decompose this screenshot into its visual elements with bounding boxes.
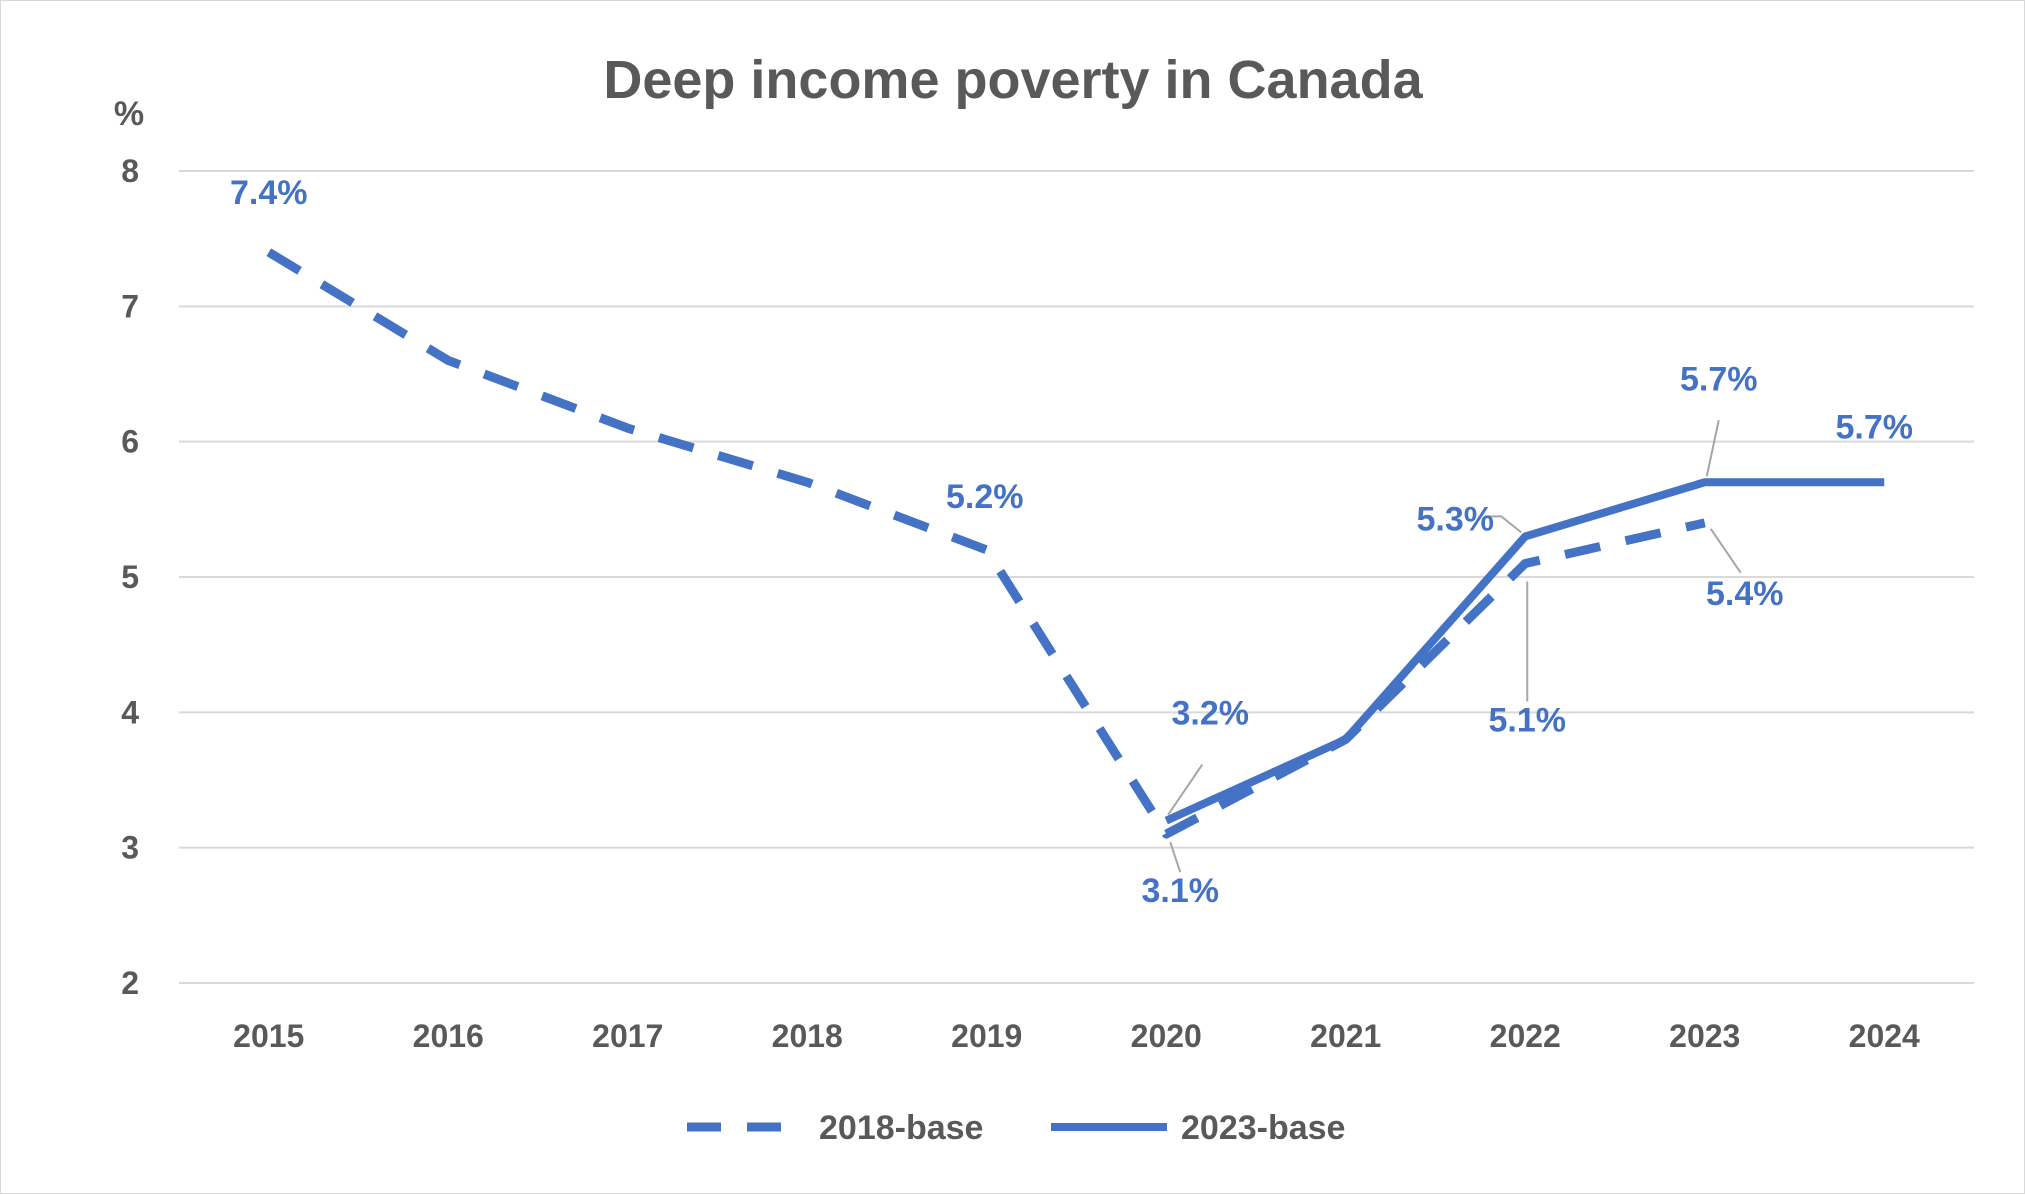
data-label-2018-base-2022: 5.1% — [1489, 701, 1567, 739]
data-label-2023-base-2020: 3.2% — [1172, 695, 1250, 733]
x-tick-label: 2024 — [1849, 1018, 1920, 1054]
x-tick-label: 2023 — [1669, 1018, 1740, 1054]
label-leader-line — [1711, 529, 1741, 573]
x-tick-label: 2020 — [1131, 1018, 1202, 1054]
data-label-2023-base-2024: 5.7% — [1836, 408, 1914, 446]
y-tick-label: 3 — [121, 830, 139, 866]
series-line-2018-base — [269, 252, 1705, 834]
data-label-2018-base-2019: 5.2% — [946, 478, 1024, 516]
y-axis-ticks: 2 3 4 5 6 7 8 — [121, 153, 139, 1001]
data-label-2018-base-2015: 7.4% — [230, 174, 308, 212]
x-tick-label: 2019 — [951, 1018, 1022, 1054]
data-label-2018-base-2023: 5.4% — [1706, 575, 1784, 613]
label-leader-lines — [1168, 420, 1741, 872]
y-tick-label: 4 — [121, 694, 139, 730]
x-tick-label: 2021 — [1310, 1018, 1381, 1054]
x-axis-ticks: 2015 2016 2017 2018 2019 2020 2021 2022 2023 2024 — [233, 1018, 1920, 1054]
legend-label: 2018-base — [819, 1109, 983, 1147]
y-tick-label: 2 — [121, 965, 139, 1001]
legend-item-2023-base: 2023-base — [1051, 1109, 1345, 1147]
x-tick-label: 2016 — [413, 1018, 484, 1054]
label-leader-line — [1707, 420, 1719, 476]
y-tick-label: 5 — [121, 559, 139, 595]
data-label-2018-base-2020: 3.1% — [1142, 872, 1220, 910]
y-tick-label: 8 — [121, 153, 139, 189]
legend-item-2018-base: 2018-base — [687, 1109, 983, 1147]
x-tick-label: 2022 — [1490, 1018, 1561, 1054]
y-axis-unit-label: % — [114, 95, 144, 133]
legend-label: 2023-base — [1181, 1109, 1345, 1147]
data-label-2023-base-2022: 5.3% — [1417, 500, 1495, 538]
chart-title: Deep income poverty in Canada — [603, 50, 1423, 110]
y-tick-label: 6 — [121, 424, 139, 460]
label-leader-line — [1170, 842, 1180, 872]
data-labels: 7.4% 5.2% 3.1% 5.1% 5.4% 3.2% 5.3% 5.7% 5.7% — [230, 174, 1913, 910]
gridlines — [179, 171, 1974, 983]
series-line-2023-base — [1166, 482, 1884, 820]
x-tick-label: 2017 — [592, 1018, 663, 1054]
data-label-2023-base-2023: 5.7% — [1680, 360, 1758, 398]
y-tick-label: 7 — [121, 288, 139, 324]
x-tick-label: 2018 — [772, 1018, 843, 1054]
series-lines — [269, 252, 1885, 834]
x-tick-label: 2015 — [233, 1018, 304, 1054]
legend: 2018-base 2023-base — [687, 1109, 1345, 1147]
